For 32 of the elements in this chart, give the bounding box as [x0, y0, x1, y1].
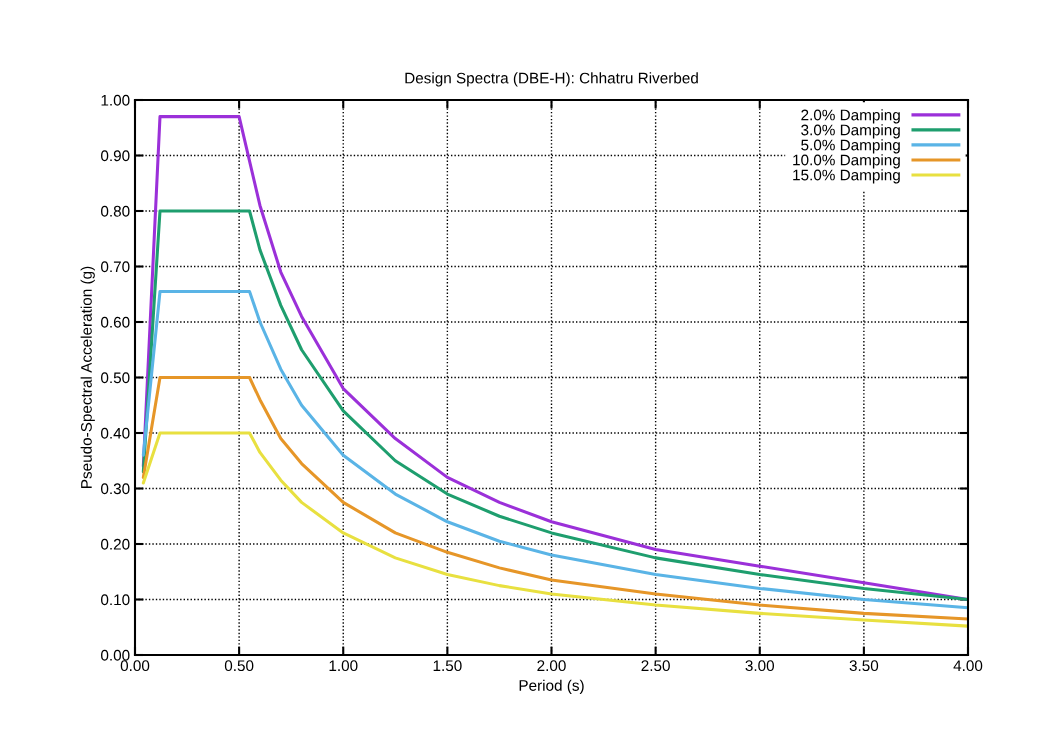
y-tick-label: 0.40 [101, 427, 130, 439]
x-tick-label: 3.50 [849, 660, 879, 672]
y-tick-label: 0.00 [101, 649, 130, 661]
x-tick-label: 2.50 [641, 660, 670, 672]
legend-label: 3.0% Damping [801, 124, 900, 139]
x-tick-label: 4.00 [953, 660, 983, 672]
legend-label: 15.0% Damping [793, 169, 900, 184]
y-axis-title: Pseudo-Spectral Acceleration (g) [80, 266, 95, 488]
line-series [141, 431, 968, 628]
y-tick-label: 0.10 [101, 594, 130, 606]
y-tick-label: 0.70 [101, 261, 130, 273]
chart-title: Design Spectra (DBE-H): Chhatru Riverbed [405, 72, 698, 87]
y-tick-label: 0.50 [101, 372, 130, 384]
legend-label: 10.0% Damping [793, 154, 900, 169]
y-tick-label: 1.00 [101, 94, 130, 106]
y-tick-label: 0.80 [101, 205, 130, 217]
x-tick-label: 3.00 [745, 660, 775, 672]
line-series [141, 375, 968, 621]
y-tick-label: 0.90 [101, 150, 130, 162]
y-tick-label: 0.60 [101, 316, 130, 328]
x-tick-label: 1.50 [433, 660, 462, 672]
y-tick-label: 0.30 [101, 483, 130, 495]
legend-label: 2.0% Damping [801, 109, 900, 124]
x-tick-label: 0.00 [120, 660, 150, 672]
line-series [141, 289, 968, 610]
line-series [141, 209, 968, 602]
x-tick-label: 1.00 [329, 660, 358, 672]
y-tick-label: 0.20 [101, 538, 130, 550]
x-tick-label: 0.50 [224, 660, 254, 672]
x-axis-title: Period (s) [519, 679, 584, 694]
legend-label: 5.0% Damping [801, 139, 900, 154]
x-tick-label: 2.00 [537, 660, 566, 672]
